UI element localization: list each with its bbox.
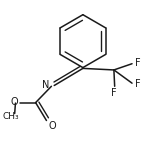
Text: CH₃: CH₃: [3, 112, 19, 121]
Text: N: N: [42, 80, 50, 90]
Text: O: O: [48, 121, 56, 131]
Text: F: F: [135, 79, 140, 89]
Text: F: F: [111, 88, 117, 98]
Text: O: O: [10, 97, 18, 107]
Text: F: F: [135, 58, 140, 68]
